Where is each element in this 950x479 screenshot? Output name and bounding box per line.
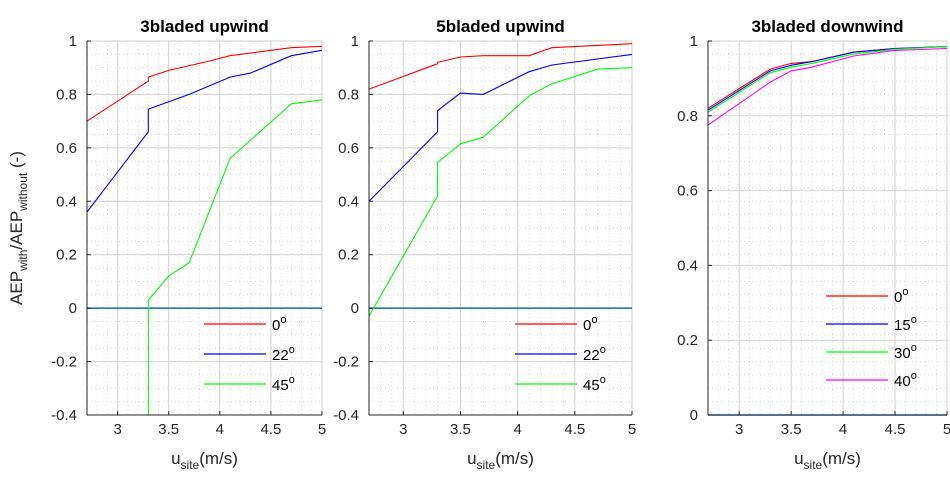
x-tick-label: 5 bbox=[318, 421, 326, 438]
x-label-part: u bbox=[467, 449, 476, 468]
y-tick-label: 0.6 bbox=[677, 183, 698, 200]
y-tick-label: 0 bbox=[351, 300, 359, 317]
y-axis-label-text: AEPwith/AEPwithout (-) bbox=[7, 151, 30, 305]
x-tick-label: 4 bbox=[839, 421, 847, 438]
y-tick-label: 0.4 bbox=[338, 193, 359, 210]
x-tick-label: 3 bbox=[113, 421, 121, 438]
y-label-part: /AEP bbox=[7, 211, 26, 250]
x-tick-label: 4.5 bbox=[564, 421, 585, 438]
x-tick-label: 4 bbox=[513, 421, 521, 438]
plot-area bbox=[708, 41, 947, 415]
y-tick-label: -0.4 bbox=[333, 407, 359, 424]
x-axis-label: usite(m/s) bbox=[171, 449, 238, 472]
x-tick-label: 3.5 bbox=[781, 421, 802, 438]
x-label-subscript: site bbox=[181, 458, 200, 472]
chart-title: 5bladed upwind bbox=[436, 17, 564, 36]
legend-degree-sup: o bbox=[600, 374, 606, 386]
legend-degree-sup: o bbox=[911, 342, 917, 354]
y-tick-label: 0.6 bbox=[56, 140, 77, 157]
series-line-45 bbox=[147, 99, 323, 415]
x-tick-label: 3.5 bbox=[450, 421, 471, 438]
y-tick-label: -0.2 bbox=[333, 354, 359, 371]
legend-degree-sup: o bbox=[289, 344, 295, 356]
x-label-part: u bbox=[171, 449, 180, 468]
legend-degree-sup: o bbox=[591, 314, 597, 326]
y-tick-label: 0.2 bbox=[677, 332, 698, 349]
y-tick-label: 1 bbox=[351, 33, 359, 50]
legend-degree-sup: o bbox=[911, 370, 917, 382]
x-tick-label: 3 bbox=[399, 421, 407, 438]
x-tick-label: 3 bbox=[735, 421, 743, 438]
x-label-part: (m/s) bbox=[495, 449, 534, 468]
chart-title: 3bladed upwind bbox=[140, 17, 268, 36]
y-tick-label: 0 bbox=[69, 300, 77, 317]
chart-title: 3bladed downwind bbox=[751, 17, 903, 36]
y-tick-label: 0.6 bbox=[338, 140, 359, 157]
y-tick-label: 0.8 bbox=[56, 86, 77, 103]
x-tick-label: 5 bbox=[943, 421, 950, 438]
y-tick-label: 1 bbox=[690, 33, 698, 50]
y-tick-label: 0.4 bbox=[677, 257, 698, 274]
y-tick-label: 0.8 bbox=[677, 108, 698, 125]
x-label-part: (m/s) bbox=[199, 449, 238, 468]
legend-degree-sup: o bbox=[911, 314, 917, 326]
legend-degree-sup: o bbox=[600, 344, 606, 356]
y-axis-label: AEPwith/AEPwithout (-) bbox=[7, 151, 30, 305]
x-tick-label: 4.5 bbox=[260, 421, 281, 438]
series-line-0 bbox=[368, 43, 633, 90]
y-tick-label: 0.2 bbox=[56, 247, 77, 264]
legend-degree-sup: o bbox=[280, 314, 286, 326]
legend-degree-sup: o bbox=[902, 286, 908, 298]
series-line-0 bbox=[86, 45, 323, 122]
series-line-45 bbox=[368, 67, 633, 317]
chart-panel-3: 3 3.5 4 4.5 5 0 0.2 0.4 0.6 0.8 1 3bladed downwind u… bbox=[677, 17, 950, 472]
y-label-part: AEP bbox=[7, 271, 26, 305]
y-tick-label: 0 bbox=[690, 407, 698, 424]
plot-area bbox=[87, 41, 322, 415]
x-tick-label: 4 bbox=[216, 421, 224, 438]
x-tick-label: 4.5 bbox=[885, 421, 906, 438]
series-line-22 bbox=[368, 53, 633, 202]
y-tick-label: 1 bbox=[69, 33, 77, 50]
series-line-22 bbox=[86, 49, 323, 213]
series-line-30 bbox=[707, 46, 948, 113]
y-tick-label: 0.8 bbox=[338, 86, 359, 103]
x-label-subscript: site bbox=[477, 458, 496, 472]
series-line-15 bbox=[707, 46, 948, 111]
legend-degree-sup: o bbox=[289, 374, 295, 386]
x-axis-label: usite(m/s) bbox=[467, 449, 534, 472]
y-tick-label: -0.2 bbox=[51, 354, 77, 371]
y-label-subscript: without bbox=[16, 172, 30, 212]
x-tick-label: 3.5 bbox=[158, 421, 179, 438]
y-label-part: (-) bbox=[7, 151, 26, 173]
y-label-subscript: with bbox=[16, 250, 30, 272]
plot-area bbox=[369, 41, 632, 415]
x-label-subscript: site bbox=[804, 458, 823, 472]
x-label-part: u bbox=[794, 449, 803, 468]
x-tick-label: 5 bbox=[628, 421, 636, 438]
y-tick-label: -0.4 bbox=[51, 407, 77, 424]
chart-panel-2: 3 3.5 4 4.5 5 -0.4 -0.2 0 0.2 0.4 0.6 0.8 1 5bladed u… bbox=[333, 17, 636, 472]
series-line-40 bbox=[707, 47, 948, 126]
y-tick-label: 0.2 bbox=[338, 247, 359, 264]
y-tick-label: 0.4 bbox=[56, 193, 77, 210]
x-axis-label: usite(m/s) bbox=[794, 449, 861, 472]
x-label-part: (m/s) bbox=[822, 449, 861, 468]
chart-panel-1: 3 3.5 4 4.5 5 -0.4 -0.2 0 0.2 0.4 0.6 0.8 1 3bladed u… bbox=[51, 17, 326, 472]
